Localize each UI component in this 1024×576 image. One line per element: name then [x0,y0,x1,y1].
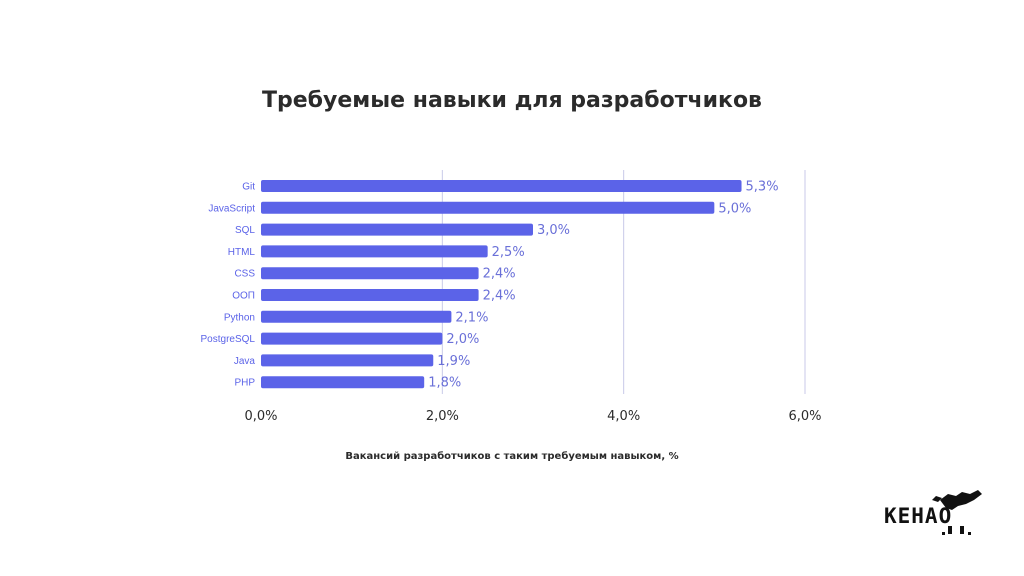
category-label: JavaScript [208,203,255,214]
value-label: 2,4% [483,289,516,304]
chart-title: Требуемые навыки для разработчиков [262,88,762,113]
x-tick-label: 0,0% [244,409,277,424]
bar [261,180,742,192]
bar [261,223,533,236]
bar [261,332,443,345]
value-label: 2,5% [492,245,525,260]
logo: KEHAO [882,486,986,542]
bar [261,376,425,389]
bar [261,267,479,280]
x-axis-label: Вакансий разработчиков с таким требуемым… [345,451,679,462]
category-labels: Git JavaScript SQL HTML CSS ООП Python PostgreS… [201,182,256,389]
bar [261,310,452,323]
logo-text: KEHAO [884,504,953,528]
value-label: 2,0% [446,332,479,347]
category-label: PHP [234,378,255,389]
bar [261,201,715,214]
x-axis-ticks: 0,0% 2,0% 4,0% 6,0% [244,409,821,424]
value-label: 1,8% [428,376,461,391]
value-label: 5,3% [746,180,779,195]
bar [261,245,488,258]
category-label: Java [234,356,256,367]
category-label: ООП [232,291,255,302]
bar [261,289,479,301]
value-label: 1,9% [437,354,470,369]
value-label: 5,0% [718,201,751,216]
category-label: CSS [234,269,255,280]
bars [261,180,742,389]
value-label: 2,4% [483,267,516,282]
x-tick-label: 6,0% [788,409,821,424]
value-label: 2,1% [455,310,488,325]
category-label: SQL [235,225,255,236]
eagle-icon [932,490,982,535]
bar [261,354,434,367]
x-tick-label: 4,0% [607,409,640,424]
category-label: HTML [228,247,256,258]
value-label: 3,0% [537,223,570,238]
category-label: PostgreSQL [201,334,256,345]
category-label: Python [224,312,255,323]
value-labels: 5,3% 5,0% 3,0% 2,5% 2,4% 2,4% 2,1% 2,0% 1,9% 1,8% [428,180,778,391]
category-label: Git [242,182,255,193]
x-tick-label: 2,0% [426,409,459,424]
